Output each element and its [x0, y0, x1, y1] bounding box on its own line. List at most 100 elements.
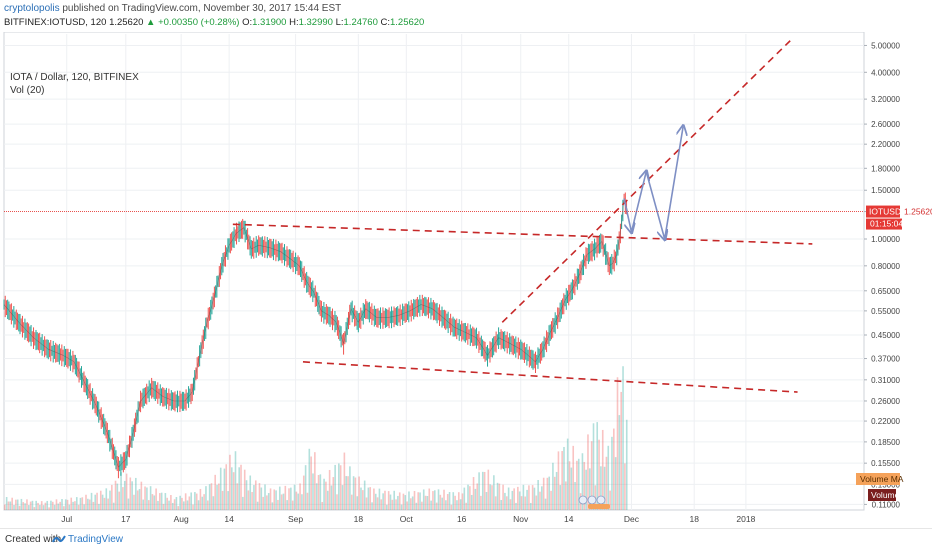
- volume-bar: [598, 439, 600, 510]
- volume-bar: [236, 483, 239, 510]
- volume-bar: [476, 483, 479, 510]
- volume-bar: [419, 492, 421, 510]
- volume-bar: [489, 484, 491, 510]
- volume-bar: [192, 504, 194, 510]
- volume-bar: [448, 492, 451, 510]
- volume-bar: [85, 494, 87, 510]
- volume-bar: [13, 504, 15, 510]
- volume-bar: [550, 490, 552, 510]
- volume-bar: [518, 491, 521, 510]
- price-axis[interactable]: 5.00000 4.00000 3.20000 2.60000 2.20000 1.800…: [864, 41, 901, 509]
- volume-bar: [280, 494, 283, 510]
- volume-bar: [27, 505, 30, 510]
- volume-bar: [144, 486, 146, 510]
- volume-bar: [520, 496, 523, 510]
- volume-bar: [262, 496, 264, 510]
- event-marker[interactable]: [578, 495, 588, 505]
- volume-bar: [212, 496, 215, 510]
- volume-bar: [216, 484, 218, 510]
- volume-bar: [317, 475, 320, 510]
- event-marker[interactable]: [587, 495, 597, 505]
- volume-bar: [29, 501, 32, 510]
- volume-legend[interactable]: Vol (20): [10, 85, 45, 96]
- volume-bar: [559, 485, 562, 510]
- event-flag[interactable]: [588, 504, 610, 509]
- volume-bar: [190, 492, 192, 510]
- volume-bar: [55, 499, 58, 510]
- open-value: 1.31900: [252, 17, 287, 28]
- chart-frame[interactable]: 5.00000 4.00000 3.20000 2.60000 2.20000 1.800…: [0, 31, 932, 528]
- volume-bar: [42, 505, 45, 510]
- volume-bar: [437, 489, 440, 510]
- volume-bar: [541, 486, 543, 510]
- y-tick-label: 0.31000: [871, 376, 900, 385]
- volume-bar: [61, 499, 63, 510]
- last-price: 1.25620: [109, 17, 144, 28]
- volume-bar: [498, 483, 501, 510]
- author-link[interactable]: cryptolopolis: [4, 3, 60, 14]
- volume-bar: [500, 499, 503, 510]
- volume-bar: [574, 482, 576, 510]
- projection-arrow: [630, 172, 646, 233]
- y-tick-label: 0.26000: [871, 397, 900, 406]
- volume-bar: [183, 501, 185, 510]
- volume-bar: [365, 497, 368, 510]
- price-series: [3, 192, 629, 479]
- time-axis[interactable]: Jul 17 Aug 14 Sep 18 Oct 16 Nov 14 Dec 18 2018: [61, 514, 755, 524]
- y-tick-label: 5.00000: [871, 41, 900, 50]
- volume-bar: [44, 502, 47, 510]
- volume-bar: [494, 496, 497, 510]
- volume-bar: [435, 502, 438, 510]
- countdown-badge: [866, 218, 902, 230]
- volume-bar: [432, 491, 434, 510]
- volume-bar: [16, 499, 19, 510]
- event-marker[interactable]: [596, 495, 606, 505]
- volume-bar: [400, 504, 403, 510]
- footer: Created with TradingView: [0, 528, 932, 551]
- publish-line: cryptolopolis published on TradingView.c…: [4, 3, 341, 14]
- volume-bar: [199, 488, 202, 510]
- volume-bar: [195, 493, 198, 510]
- volume-bar: [611, 436, 613, 510]
- volume-bar: [511, 490, 514, 510]
- volume-bar: [133, 494, 135, 510]
- volume-bar: [92, 501, 95, 510]
- volume-bar: [347, 476, 349, 510]
- volume-bar: [153, 495, 156, 510]
- volume-bar: [513, 488, 515, 510]
- symbol-legend[interactable]: IOTA / Dollar, 120, BITFINEX: [10, 72, 139, 83]
- volume-bar: [446, 494, 449, 510]
- quote-line: BITFINEX:IOTUSD, 120 1.25620 ▲ +0.00350 …: [4, 17, 424, 28]
- volume-bar: [207, 500, 209, 510]
- volume-bar: [504, 492, 506, 510]
- volume-bar: [422, 489, 425, 510]
- volume-bar: [555, 471, 558, 510]
- volume-bar: [533, 487, 536, 510]
- x-tick-label: 17: [121, 514, 131, 524]
- price-chart[interactable]: 5.00000 4.00000 3.20000 2.60000 2.20000 1.800…: [0, 31, 932, 528]
- x-tick-label: 18: [354, 514, 364, 524]
- volume-bar: [341, 485, 344, 510]
- volume-bar: [415, 502, 418, 510]
- volume-bar: [299, 483, 301, 510]
- volume-bar: [188, 496, 191, 510]
- volume-bar: [398, 492, 401, 510]
- x-tick-label: Jul: [61, 514, 72, 524]
- volume-bar: [352, 476, 355, 510]
- volume-bar: [229, 454, 231, 510]
- volume-bar: [350, 494, 353, 510]
- tradingview-brand[interactable]: TradingView: [68, 534, 124, 545]
- volume-bar: [87, 498, 89, 510]
- volume-bar: [472, 477, 475, 510]
- tradingview-logo-icon[interactable]: [52, 532, 66, 546]
- volume-bar: [572, 445, 575, 510]
- volume-bar: [524, 496, 527, 510]
- volume-bar: [457, 492, 460, 510]
- volume-bar: [535, 495, 538, 510]
- volume-bar: [325, 481, 327, 510]
- volume-bar: [384, 490, 386, 510]
- event-markers: [578, 495, 610, 509]
- volume-bar: [242, 496, 244, 510]
- y-tick-label: 0.22000: [871, 417, 900, 426]
- volume-bar: [332, 477, 335, 510]
